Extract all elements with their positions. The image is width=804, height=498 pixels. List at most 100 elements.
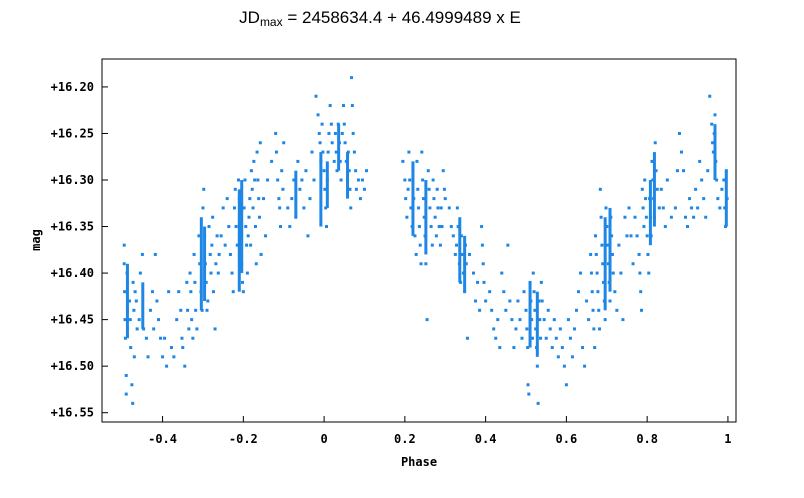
data-point <box>648 197 652 201</box>
data-point <box>436 206 440 210</box>
data-point <box>548 327 552 331</box>
data-point <box>598 187 602 191</box>
data-point <box>245 243 249 247</box>
data-point <box>251 206 255 210</box>
x-tick-label: -0.2 <box>229 432 258 446</box>
data-point <box>337 141 341 145</box>
data-point <box>480 225 484 229</box>
data-point <box>650 159 654 163</box>
data-point-run <box>424 180 428 255</box>
data-point <box>294 215 298 219</box>
data-point <box>720 187 724 191</box>
data-point <box>131 401 135 405</box>
data-point <box>153 252 157 256</box>
data-point <box>183 364 187 368</box>
data-point <box>514 327 518 331</box>
data-point <box>539 280 543 284</box>
data-point <box>326 150 330 154</box>
data-point <box>429 225 433 229</box>
data-point <box>418 243 422 247</box>
data-point <box>665 178 669 182</box>
data-point <box>298 187 302 191</box>
data-point <box>633 215 637 219</box>
data-point <box>529 299 533 303</box>
data-point <box>241 290 245 294</box>
data-point <box>133 290 137 294</box>
data-point <box>619 271 623 275</box>
data-point <box>316 113 320 117</box>
data-point <box>346 150 350 154</box>
data-point <box>599 215 603 219</box>
data-point <box>266 178 270 182</box>
x-axis-title: Phase <box>401 455 437 469</box>
data-point <box>715 178 719 182</box>
data-point <box>223 243 227 247</box>
data-point <box>329 122 333 126</box>
data-point <box>572 327 576 331</box>
data-point <box>342 122 346 126</box>
data-point <box>574 308 578 312</box>
data-point <box>700 178 704 182</box>
data-point <box>508 299 512 303</box>
data-point <box>593 346 597 350</box>
data-point <box>404 197 408 201</box>
data-point <box>216 271 220 275</box>
data-point <box>415 159 419 163</box>
data-point <box>308 197 312 201</box>
data-point <box>137 318 141 322</box>
data-point <box>321 150 325 154</box>
data-point <box>654 169 658 173</box>
data-point <box>354 187 358 191</box>
data-point <box>502 290 506 294</box>
data-point <box>214 262 218 266</box>
data-point <box>711 141 715 145</box>
data-point <box>280 169 284 173</box>
data-point <box>451 234 455 238</box>
y-tick-label: +16.35 <box>51 220 94 234</box>
data-point <box>463 290 467 294</box>
data-point <box>208 252 212 256</box>
data-point <box>645 234 649 238</box>
data-point <box>602 280 606 284</box>
data-point <box>245 271 249 275</box>
data-point <box>242 206 246 210</box>
data-point <box>597 308 601 312</box>
data-point-run <box>528 282 532 348</box>
data-point <box>202 187 206 191</box>
data-point <box>256 178 260 182</box>
data-point <box>532 290 536 294</box>
data-point <box>460 252 464 256</box>
data-point <box>431 178 435 182</box>
data-point <box>610 234 614 238</box>
data-point <box>550 346 554 350</box>
data-point <box>325 178 329 182</box>
data-point <box>312 178 316 182</box>
y-tick-label: +16.30 <box>51 173 94 187</box>
data-point <box>453 252 457 256</box>
data-point <box>510 318 514 322</box>
data-point <box>194 308 198 312</box>
data-point <box>192 252 196 256</box>
data-point <box>241 280 245 284</box>
data-point <box>167 290 171 294</box>
data-point <box>123 290 127 294</box>
data-point <box>250 187 254 191</box>
data-point <box>217 252 221 256</box>
data-point <box>554 336 558 340</box>
data-point <box>416 187 420 191</box>
data-point <box>232 206 236 210</box>
data-point <box>579 271 583 275</box>
data-point <box>537 299 541 303</box>
data-point <box>663 225 667 229</box>
data-point <box>424 262 428 266</box>
data-point <box>310 150 314 154</box>
data-point <box>177 290 181 294</box>
data-point <box>526 383 530 387</box>
data-point <box>247 215 251 219</box>
data-point <box>605 225 609 229</box>
data-point <box>526 346 530 350</box>
data-point <box>423 234 427 238</box>
data-point <box>496 318 500 322</box>
data-point <box>631 262 635 266</box>
data-point <box>627 206 631 210</box>
